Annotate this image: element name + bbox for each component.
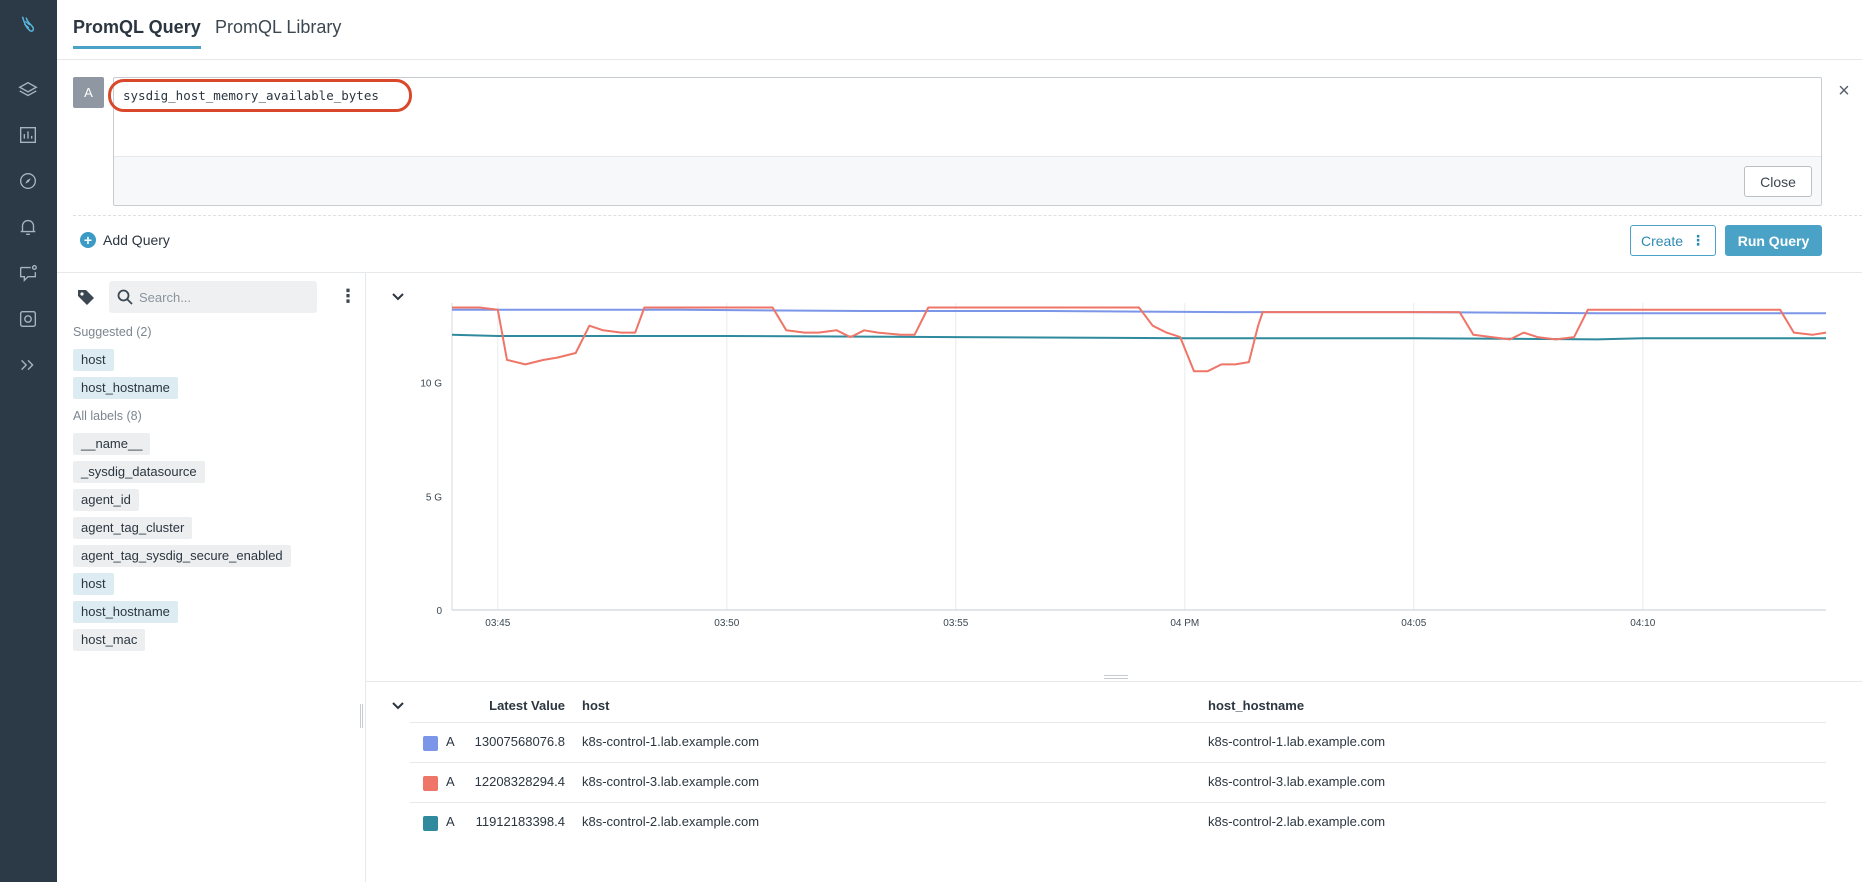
remove-query-close-icon[interactable]: × [1838,80,1850,102]
left-nav-sidebar [0,0,57,882]
series-line-2 [452,306,1827,373]
divider [366,681,1862,682]
expand-chevrons-icon[interactable] [16,353,40,377]
query-letter: A [446,774,455,789]
label-chip[interactable]: host [73,573,114,595]
x-tick-label: 04 PM [1170,618,1199,629]
label-chip[interactable]: _sysdig_datasource [73,461,205,483]
label-chip[interactable]: agent_id [73,489,139,511]
query-letter-badge: A [73,77,104,108]
column-header-host-hostname[interactable]: host_hostname [1208,698,1305,713]
label-chip[interactable]: __name__ [73,433,151,455]
chart-collapse-chevron-icon[interactable] [391,292,405,302]
latest-value: 11912183398.4 [475,814,565,829]
y-tick-label: 0 [436,606,442,617]
label-chip[interactable]: host_mac [73,629,146,651]
events-chat-icon[interactable] [16,261,40,285]
table-row[interactable]: A 12208328294.4 k8s-control-3.lab.exampl… [410,762,1826,802]
alerts-bell-icon[interactable] [16,215,40,239]
y-tick-label: 10 G [420,379,442,390]
tag-icon [78,290,94,305]
table-row[interactable]: A 13007568076.8 k8s-control-1.lab.exampl… [410,722,1826,762]
host-cell: k8s-control-3.lab.example.com [582,774,760,789]
table-collapse-chevron-icon[interactable] [391,701,405,711]
panel-resize-handle[interactable] [360,704,363,728]
layers-icon[interactable] [16,78,40,102]
x-tick-label: 03:50 [714,618,739,629]
hostname-cell: k8s-control-1.lab.example.com [1208,734,1386,749]
label-chip[interactable]: host_hostname [73,601,178,623]
add-query-label: Add Query [103,232,170,248]
latest-value: 12208328294.4 [474,774,565,789]
suggested-label-chip[interactable]: host [73,349,114,371]
create-label: Create [1640,232,1684,249]
y-tick-label: 5 G [426,492,442,503]
series-line-1 [451,333,1826,341]
label-search [109,281,317,313]
hostname-cell: k8s-control-2.lab.example.com [1208,814,1386,829]
chart-resize-grip[interactable] [1104,675,1128,679]
explore-compass-icon[interactable] [16,169,40,193]
divider [73,215,1862,216]
x-tick-label: 03:55 [943,618,968,629]
column-header-latest-value[interactable]: Latest Value [489,698,565,713]
run-query-button[interactable]: Run Query [1725,225,1822,256]
label-search-input[interactable] [139,281,309,313]
table-row[interactable]: A 11912183398.4 k8s-control-2.lab.exampl… [410,802,1826,842]
query-expression-input[interactable]: sysdig_host_memory_available_bytes [108,79,412,112]
query-editor[interactable] [113,77,1822,206]
divider [57,272,1862,273]
latest-value: 13007568076.8 [474,734,565,749]
query-letter: A [446,734,455,749]
tab-promql-library[interactable]: PromQL Library [215,17,342,37]
x-tick-label: 03:45 [485,618,510,629]
series-line-0 [452,308,1826,315]
tab-promql-query[interactable]: PromQL Query [73,17,201,49]
labels-panel [57,273,366,882]
query-editor-footer [114,156,1821,205]
plus-icon: + [80,232,96,248]
all-labels-heading: All labels (8) [73,409,142,423]
more-vertical-icon: ⋮ [1691,232,1706,248]
page-tabs: PromQL Query PromQL Library [57,0,1862,60]
series-color-swatch [423,776,438,791]
host-cell: k8s-control-2.lab.example.com [582,814,760,829]
x-tick-label: 04:05 [1401,618,1426,629]
logo-icon[interactable] [16,13,40,37]
more-options-icon[interactable]: ⋮ [339,286,357,306]
query-letter: A [446,814,455,829]
timeseries-chart: 03:45 03:50 03:55 04 PM 04:05 04:10 10 G 5 G 0 [420,303,1827,629]
close-button[interactable]: Close [1744,166,1812,197]
search-icon [117,289,133,305]
column-header-host[interactable]: host [582,698,610,713]
add-query-button[interactable]: + Add Query [80,230,170,250]
label-chip[interactable]: agent_tag_sysdig_secure_enabled [73,545,291,567]
suggested-label-chip[interactable]: host_hostname [73,377,178,399]
host-cell: k8s-control-1.lab.example.com [582,734,760,749]
hostname-cell: k8s-control-3.lab.example.com [1208,774,1386,789]
series-color-swatch [423,816,438,831]
series-color-swatch [423,736,438,751]
dashboard-chart-icon[interactable] [16,123,40,147]
suggested-heading: Suggested (2) [73,325,152,339]
capture-icon[interactable] [16,307,40,331]
label-chip[interactable]: agent_tag_cluster [73,517,193,539]
x-tick-label: 04:10 [1630,618,1655,629]
create-button[interactable]: Create ⋮ [1630,225,1716,256]
